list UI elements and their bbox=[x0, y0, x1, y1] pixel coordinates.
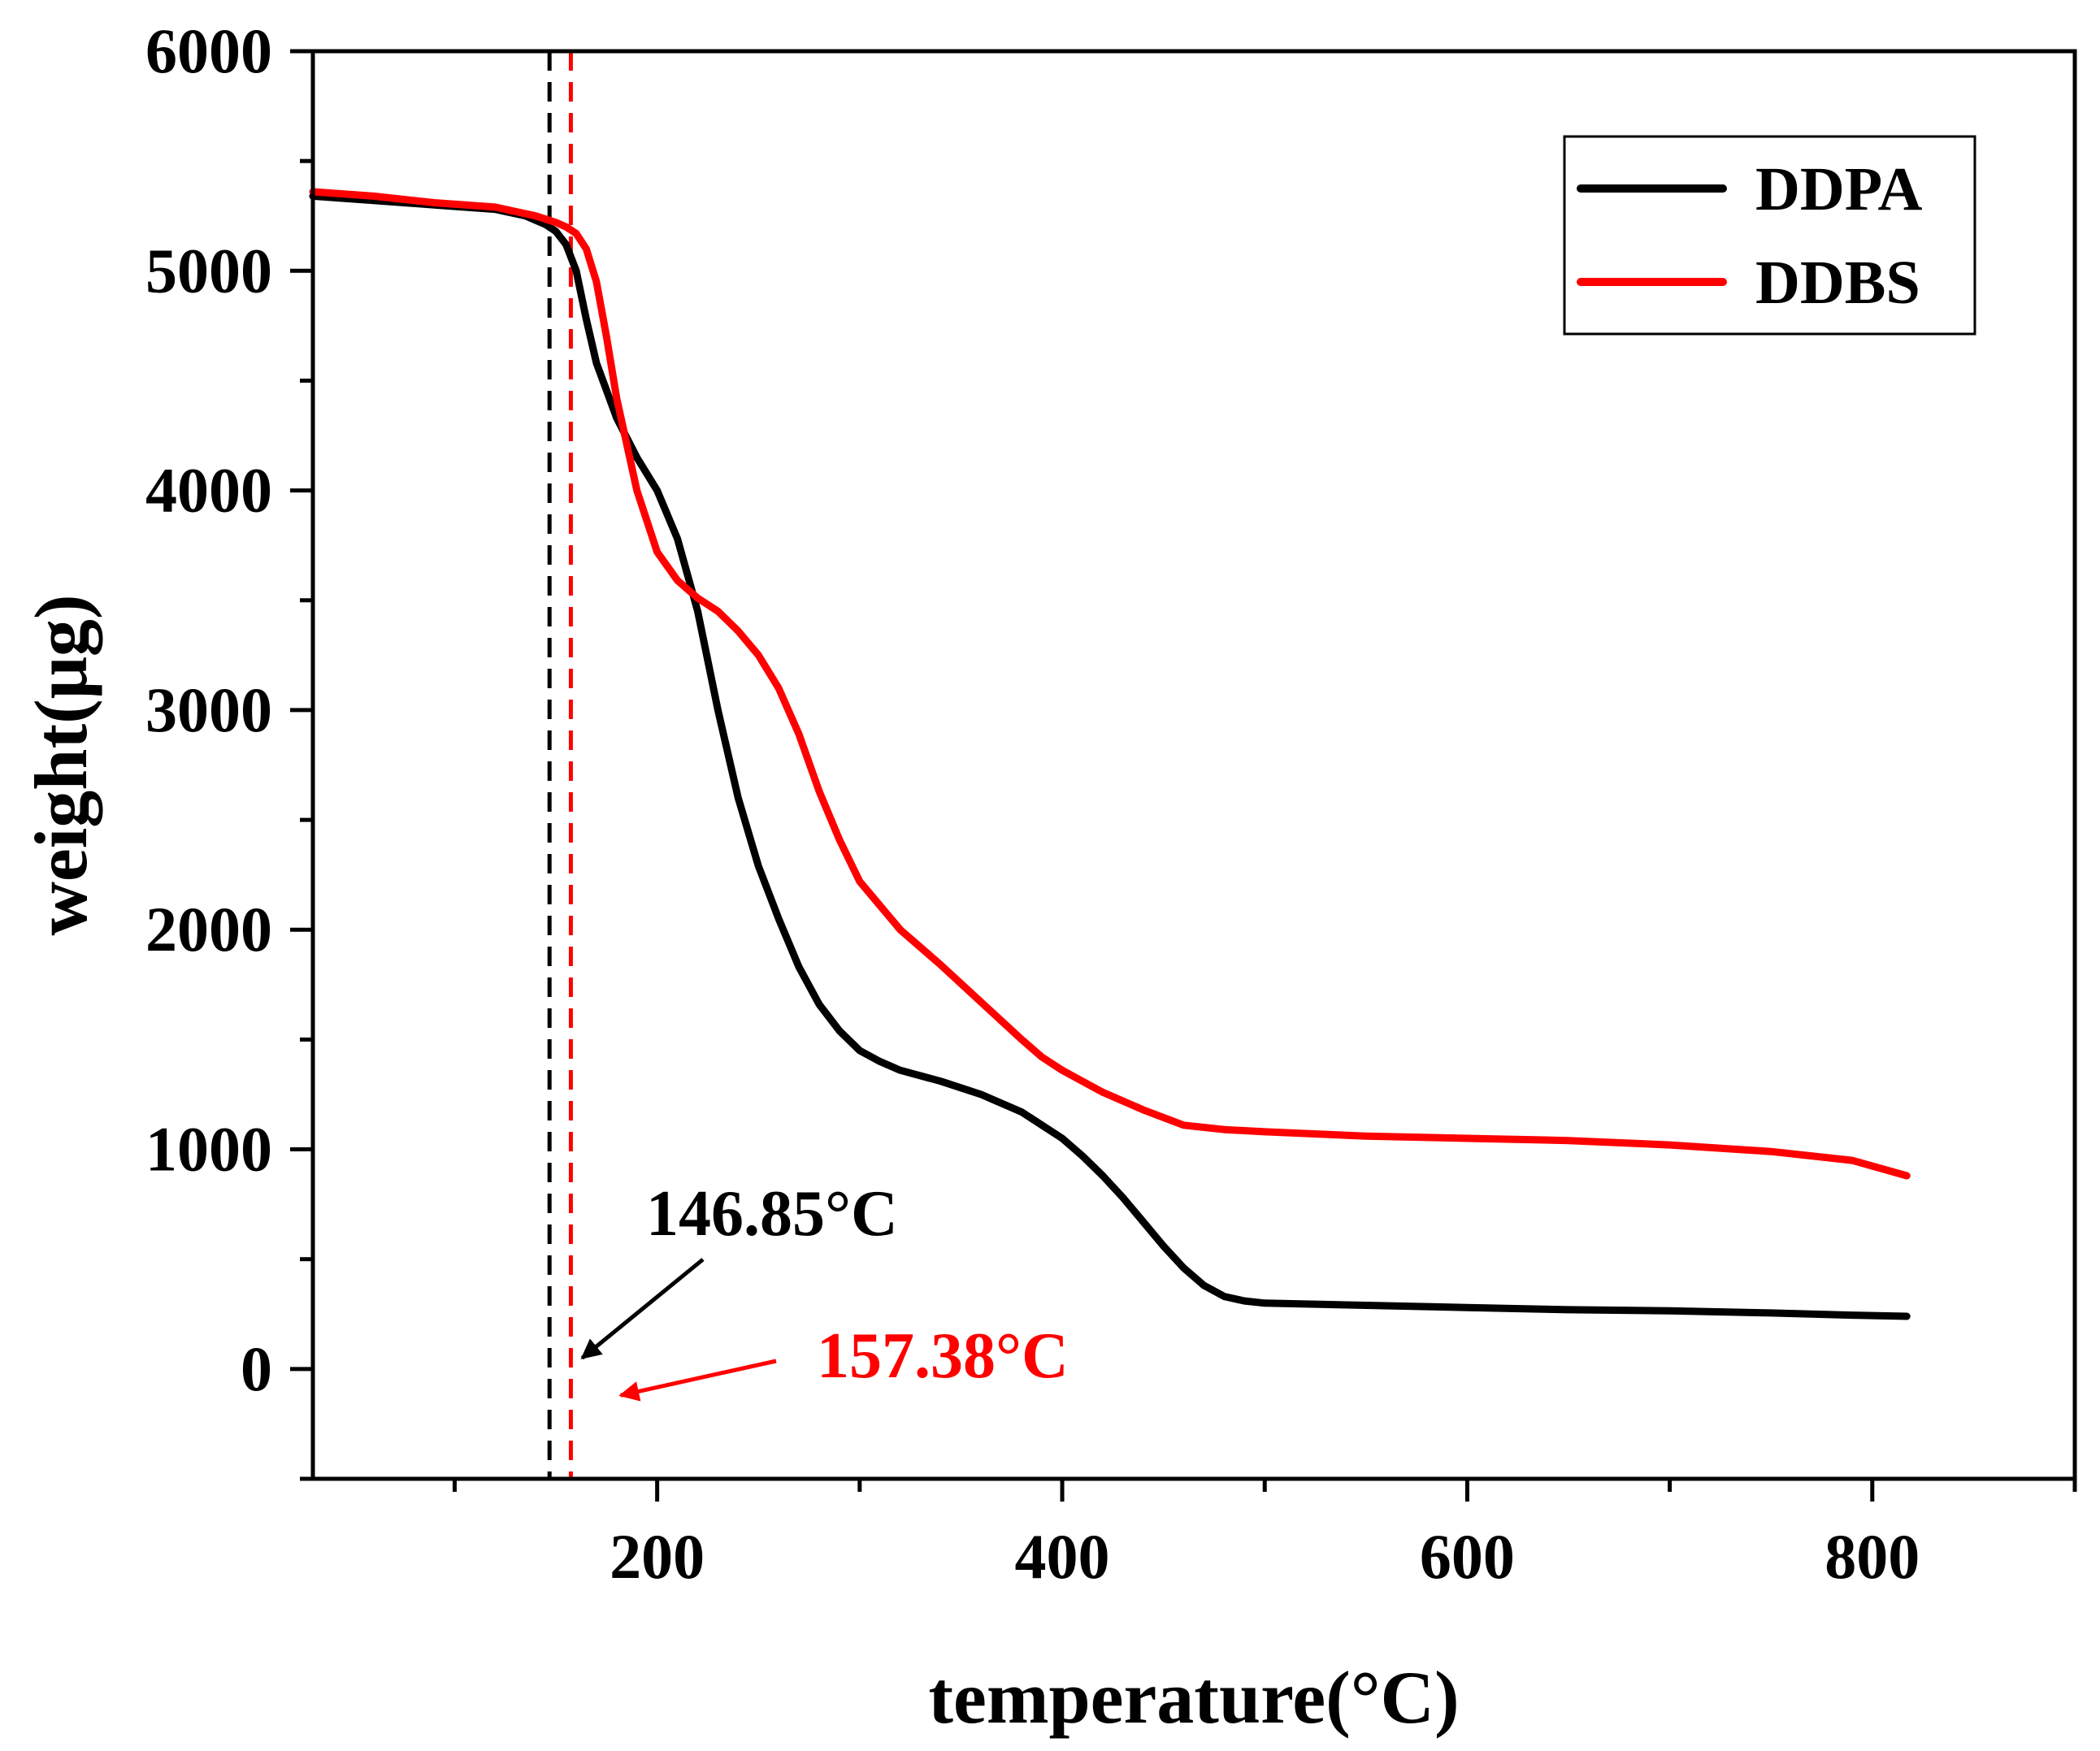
y-tick-label: 3000 bbox=[145, 674, 272, 745]
tick-layer bbox=[290, 49, 2077, 1502]
tick-label-layer: 200 400 600 800 0 1000 2000 3000 4000 5000 6000 bbox=[145, 15, 1920, 1592]
annotation-arrow-ddbs bbox=[618, 1359, 777, 1402]
annotation-label-ddpa: 146.85°C bbox=[646, 1178, 898, 1250]
x-tick-label: 600 bbox=[1420, 1521, 1515, 1592]
annotation-label-ddbs: 157.38°C bbox=[817, 1320, 1069, 1392]
y-axis-title: weight(μg) bbox=[20, 594, 102, 935]
vline-layer bbox=[547, 51, 573, 1479]
legend-label-ddpa: DDPA bbox=[1755, 155, 1923, 223]
y-tick-label: 2000 bbox=[145, 894, 272, 964]
x-tick-label: 800 bbox=[1824, 1521, 1920, 1592]
y-tick-label: 6000 bbox=[145, 15, 272, 86]
x-tick-label: 200 bbox=[610, 1521, 705, 1592]
series-line-ddpa bbox=[309, 192, 1911, 1320]
y-tick-label: 0 bbox=[241, 1333, 272, 1404]
y-tick-label: 4000 bbox=[145, 455, 272, 526]
x-tick-label: 400 bbox=[1015, 1521, 1110, 1592]
legend: DDPA DDBS bbox=[1563, 135, 1976, 336]
y-tick-label: 1000 bbox=[145, 1114, 272, 1185]
x-axis-title: temperature(°C) bbox=[928, 1656, 1459, 1739]
series-line-ddbs bbox=[309, 188, 1911, 1180]
series-layer bbox=[309, 188, 1911, 1320]
legend-box bbox=[1563, 135, 1976, 336]
plot-frame bbox=[310, 49, 2077, 1481]
y-tick-label: 5000 bbox=[145, 235, 272, 306]
legend-label-ddbs: DDBS bbox=[1755, 249, 1920, 317]
annotation-layer: 146.85°C 157.38°C bbox=[580, 1178, 1069, 1402]
annotation-arrow-ddpa bbox=[580, 1258, 705, 1360]
